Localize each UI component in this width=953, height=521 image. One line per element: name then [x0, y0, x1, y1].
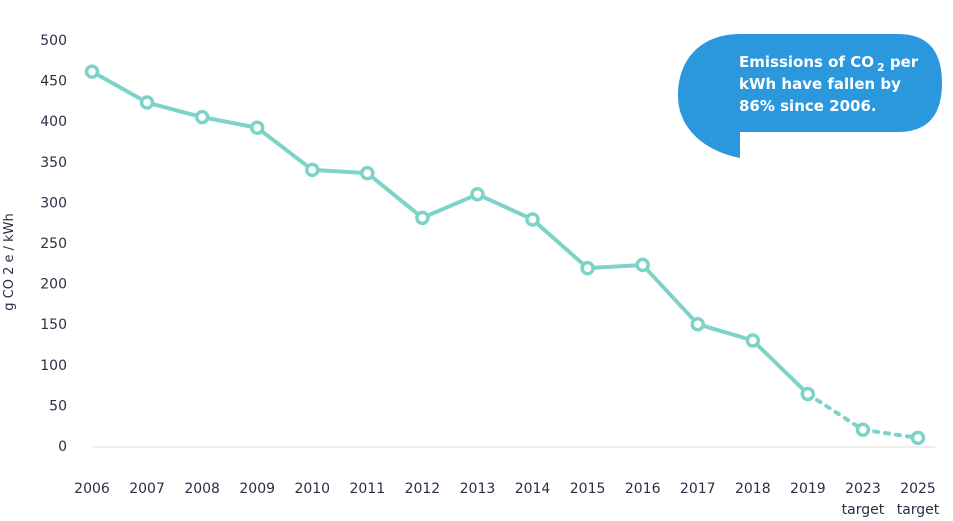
x-tick-label: 2007 [129, 481, 165, 497]
data-point [525, 212, 540, 227]
y-tick-label: 50 [49, 398, 67, 414]
y-tick-label: 250 [40, 236, 67, 252]
data-point [305, 162, 320, 178]
x-tick-label: 2019 [790, 481, 826, 497]
y-tick-label: 400 [40, 114, 67, 130]
y-tick-label: 100 [40, 358, 67, 374]
x-tick-label: 2025 [900, 481, 936, 497]
x-tick-label: 2009 [239, 481, 275, 497]
y-tick-label: 500 [40, 33, 67, 49]
data-point [249, 120, 265, 135]
x-tick-label: 2018 [735, 481, 771, 497]
x-tick-label: 2023 [845, 481, 881, 497]
data-point [194, 109, 210, 125]
data-point [84, 64, 100, 79]
y-tick-label: 200 [40, 277, 67, 293]
callout-line-2: kWh have fallen by [739, 75, 901, 93]
y-tick-label: 300 [40, 195, 67, 211]
x-tick-label: 2012 [405, 481, 441, 497]
data-point [580, 260, 595, 276]
series-points [84, 64, 926, 446]
data-point [360, 165, 375, 181]
series-line-solid [90, 69, 810, 397]
y-axis-ticks: 0 50 100 150 200 250 300 350 400 450 500 [40, 33, 67, 455]
data-point [855, 422, 871, 438]
x-tick-label: 2011 [350, 481, 386, 497]
x-axis-ticks: 2006 2007 2008 2009 2010 2011 2012 2013 2014 2015… [74, 481, 940, 518]
x-tick-sublabel: target [842, 502, 885, 518]
data-point [745, 333, 761, 348]
y-axis-label: g CO 2 e / kWh [2, 213, 17, 311]
x-tick-label: 2010 [294, 481, 330, 497]
callout-line-1: Emissions of CO 2 per [739, 53, 919, 74]
x-tick-label: 2016 [625, 481, 661, 497]
data-point [910, 430, 926, 446]
data-point [139, 95, 155, 110]
callout-bubble: Emissions of CO 2 per kWh have fallen by … [678, 34, 942, 158]
data-point [470, 187, 485, 202]
data-point [690, 316, 705, 332]
y-tick-label: 0 [58, 439, 67, 455]
data-point [635, 257, 650, 273]
x-tick-label: 2014 [515, 481, 551, 497]
data-point [800, 386, 816, 402]
x-tick-label: 2006 [74, 481, 110, 497]
x-tick-label: 2017 [680, 481, 716, 497]
data-point [415, 210, 430, 226]
callout-line-3: 86% since 2006. [739, 97, 877, 115]
x-tick-sublabel: target [897, 502, 940, 518]
callout-shape [678, 34, 942, 158]
y-tick-label: 150 [40, 317, 67, 333]
x-tick-label: 2013 [460, 481, 496, 497]
x-tick-label: 2008 [184, 481, 220, 497]
x-tick-label: 2015 [570, 481, 606, 497]
y-tick-label: 450 [40, 74, 67, 90]
y-tick-label: 350 [40, 155, 67, 171]
